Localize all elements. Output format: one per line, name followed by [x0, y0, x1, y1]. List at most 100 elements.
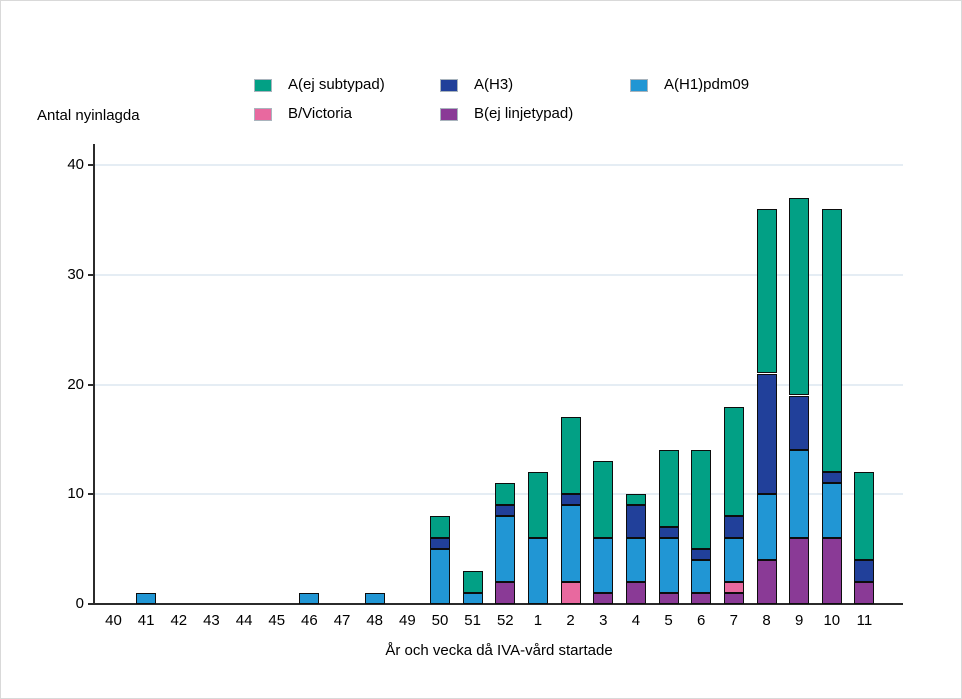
bar-segment: [691, 549, 712, 561]
x-tick-label: 45: [268, 612, 286, 629]
y-axis-tick: [88, 273, 95, 276]
bar-segment: [821, 472, 842, 484]
legend-swatch: [630, 78, 648, 92]
bar-segment: [364, 593, 385, 604]
legend-label: A(H1)pdm09: [664, 76, 750, 93]
y-tick-label: 10: [67, 485, 84, 503]
x-tick-label: 49: [399, 612, 416, 629]
bar-segment: [691, 450, 712, 550]
bar-segment: [527, 472, 548, 539]
bar-segment: [625, 538, 646, 582]
bar-segment: [854, 582, 875, 604]
bar-segment: [430, 538, 450, 550]
bar-segment: [625, 505, 646, 539]
bar-segment: [723, 593, 744, 604]
bar-segment: [789, 197, 810, 396]
bar-segment: [756, 208, 777, 374]
x-tick-label: 10: [823, 612, 841, 629]
legend-item: A(ej subtypad): [254, 77, 385, 93]
bar-segment: [658, 527, 679, 539]
bar-segment: [462, 593, 483, 604]
bar-segment: [495, 582, 516, 604]
bar-segment: [821, 483, 842, 539]
x-axis-title: År och vecka då IVA-vård startade: [385, 642, 613, 659]
legend-item: B/Victoria: [254, 106, 352, 122]
bar-segment: [756, 494, 777, 561]
bar-segment: [658, 450, 679, 528]
x-tick-label: 46: [301, 612, 318, 629]
bar-segment: [821, 208, 842, 473]
x-tick-label: 1: [533, 612, 543, 629]
bar-segment: [854, 472, 875, 561]
legend-swatch: [254, 78, 272, 92]
x-tick-label: 41: [137, 612, 155, 629]
bar-segment: [625, 582, 646, 604]
bar-segment: [560, 505, 581, 582]
legend-label: B/Victoria: [288, 105, 352, 122]
x-tick-label: 47: [333, 612, 351, 629]
y-tick-label: 20: [67, 375, 84, 393]
x-tick-label: 42: [170, 612, 188, 629]
x-tick-label: 44: [235, 612, 253, 629]
legend-swatch: [254, 107, 272, 121]
x-tick-label: 7: [729, 612, 739, 629]
y-axis-line: [93, 144, 95, 605]
x-tick-label: 8: [762, 612, 771, 629]
bar-segment: [756, 373, 777, 495]
legend-label: A(H3): [474, 76, 514, 93]
gridline: [95, 164, 903, 166]
bar-segment: [756, 560, 777, 604]
y-axis-tick: [88, 383, 95, 386]
legend-swatch: [440, 78, 458, 92]
bar-segment: [723, 538, 744, 582]
bar-segment: [723, 406, 744, 517]
x-tick-label: 2: [566, 612, 575, 629]
y-tick-label: 40: [67, 156, 84, 173]
bar-segment: [854, 560, 875, 582]
bar-segment: [723, 516, 744, 539]
bar-segment: [299, 593, 320, 604]
legend-swatch: [440, 107, 458, 121]
bar-segment: [625, 494, 646, 506]
x-tick-label: 50: [431, 612, 449, 629]
x-tick-label: 6: [697, 612, 706, 629]
bar-segment: [495, 483, 516, 506]
bar-segment: [691, 593, 712, 604]
x-tick-label: 40: [105, 612, 122, 629]
y-axis-tick: [88, 493, 95, 496]
bar-segment: [527, 538, 548, 604]
x-axis-line: [88, 603, 903, 605]
bar-segment: [430, 516, 450, 539]
legend-label: A(ej subtypad): [288, 76, 385, 93]
bar-segment: [560, 494, 581, 506]
gridline: [95, 383, 903, 386]
y-tick-label: 0: [75, 595, 84, 612]
bar-segment: [495, 505, 516, 517]
legend-item: A(H1)pdm09: [630, 77, 749, 93]
bar-segment: [789, 450, 810, 539]
x-tick-label: 48: [366, 612, 384, 629]
x-tick-label: 52: [496, 612, 514, 629]
bar-segment: [593, 538, 614, 593]
x-tick-label: 43: [203, 612, 220, 629]
bar-segment: [691, 560, 712, 593]
y-axis-title: Antal nyinlagda: [37, 107, 140, 124]
x-tick-label: 5: [664, 612, 673, 629]
bar-segment: [658, 593, 679, 604]
x-tick-label: 4: [631, 612, 641, 629]
x-tick-label: 51: [464, 612, 481, 629]
bar-segment: [462, 571, 483, 593]
bar-segment: [136, 593, 157, 604]
legend-item: B(ej linjetypad): [440, 106, 573, 122]
bar-segment: [560, 582, 581, 604]
legend-item: A(H3): [440, 77, 513, 93]
bar-segment: [821, 538, 842, 604]
bar-segment: [495, 516, 516, 582]
legend-label: B(ej linjetypad): [474, 105, 574, 122]
bar-segment: [560, 417, 581, 495]
bar-segment: [789, 538, 810, 604]
bar-segment: [593, 461, 614, 539]
y-axis-tick: [88, 164, 95, 166]
x-tick-label: 9: [794, 612, 804, 629]
